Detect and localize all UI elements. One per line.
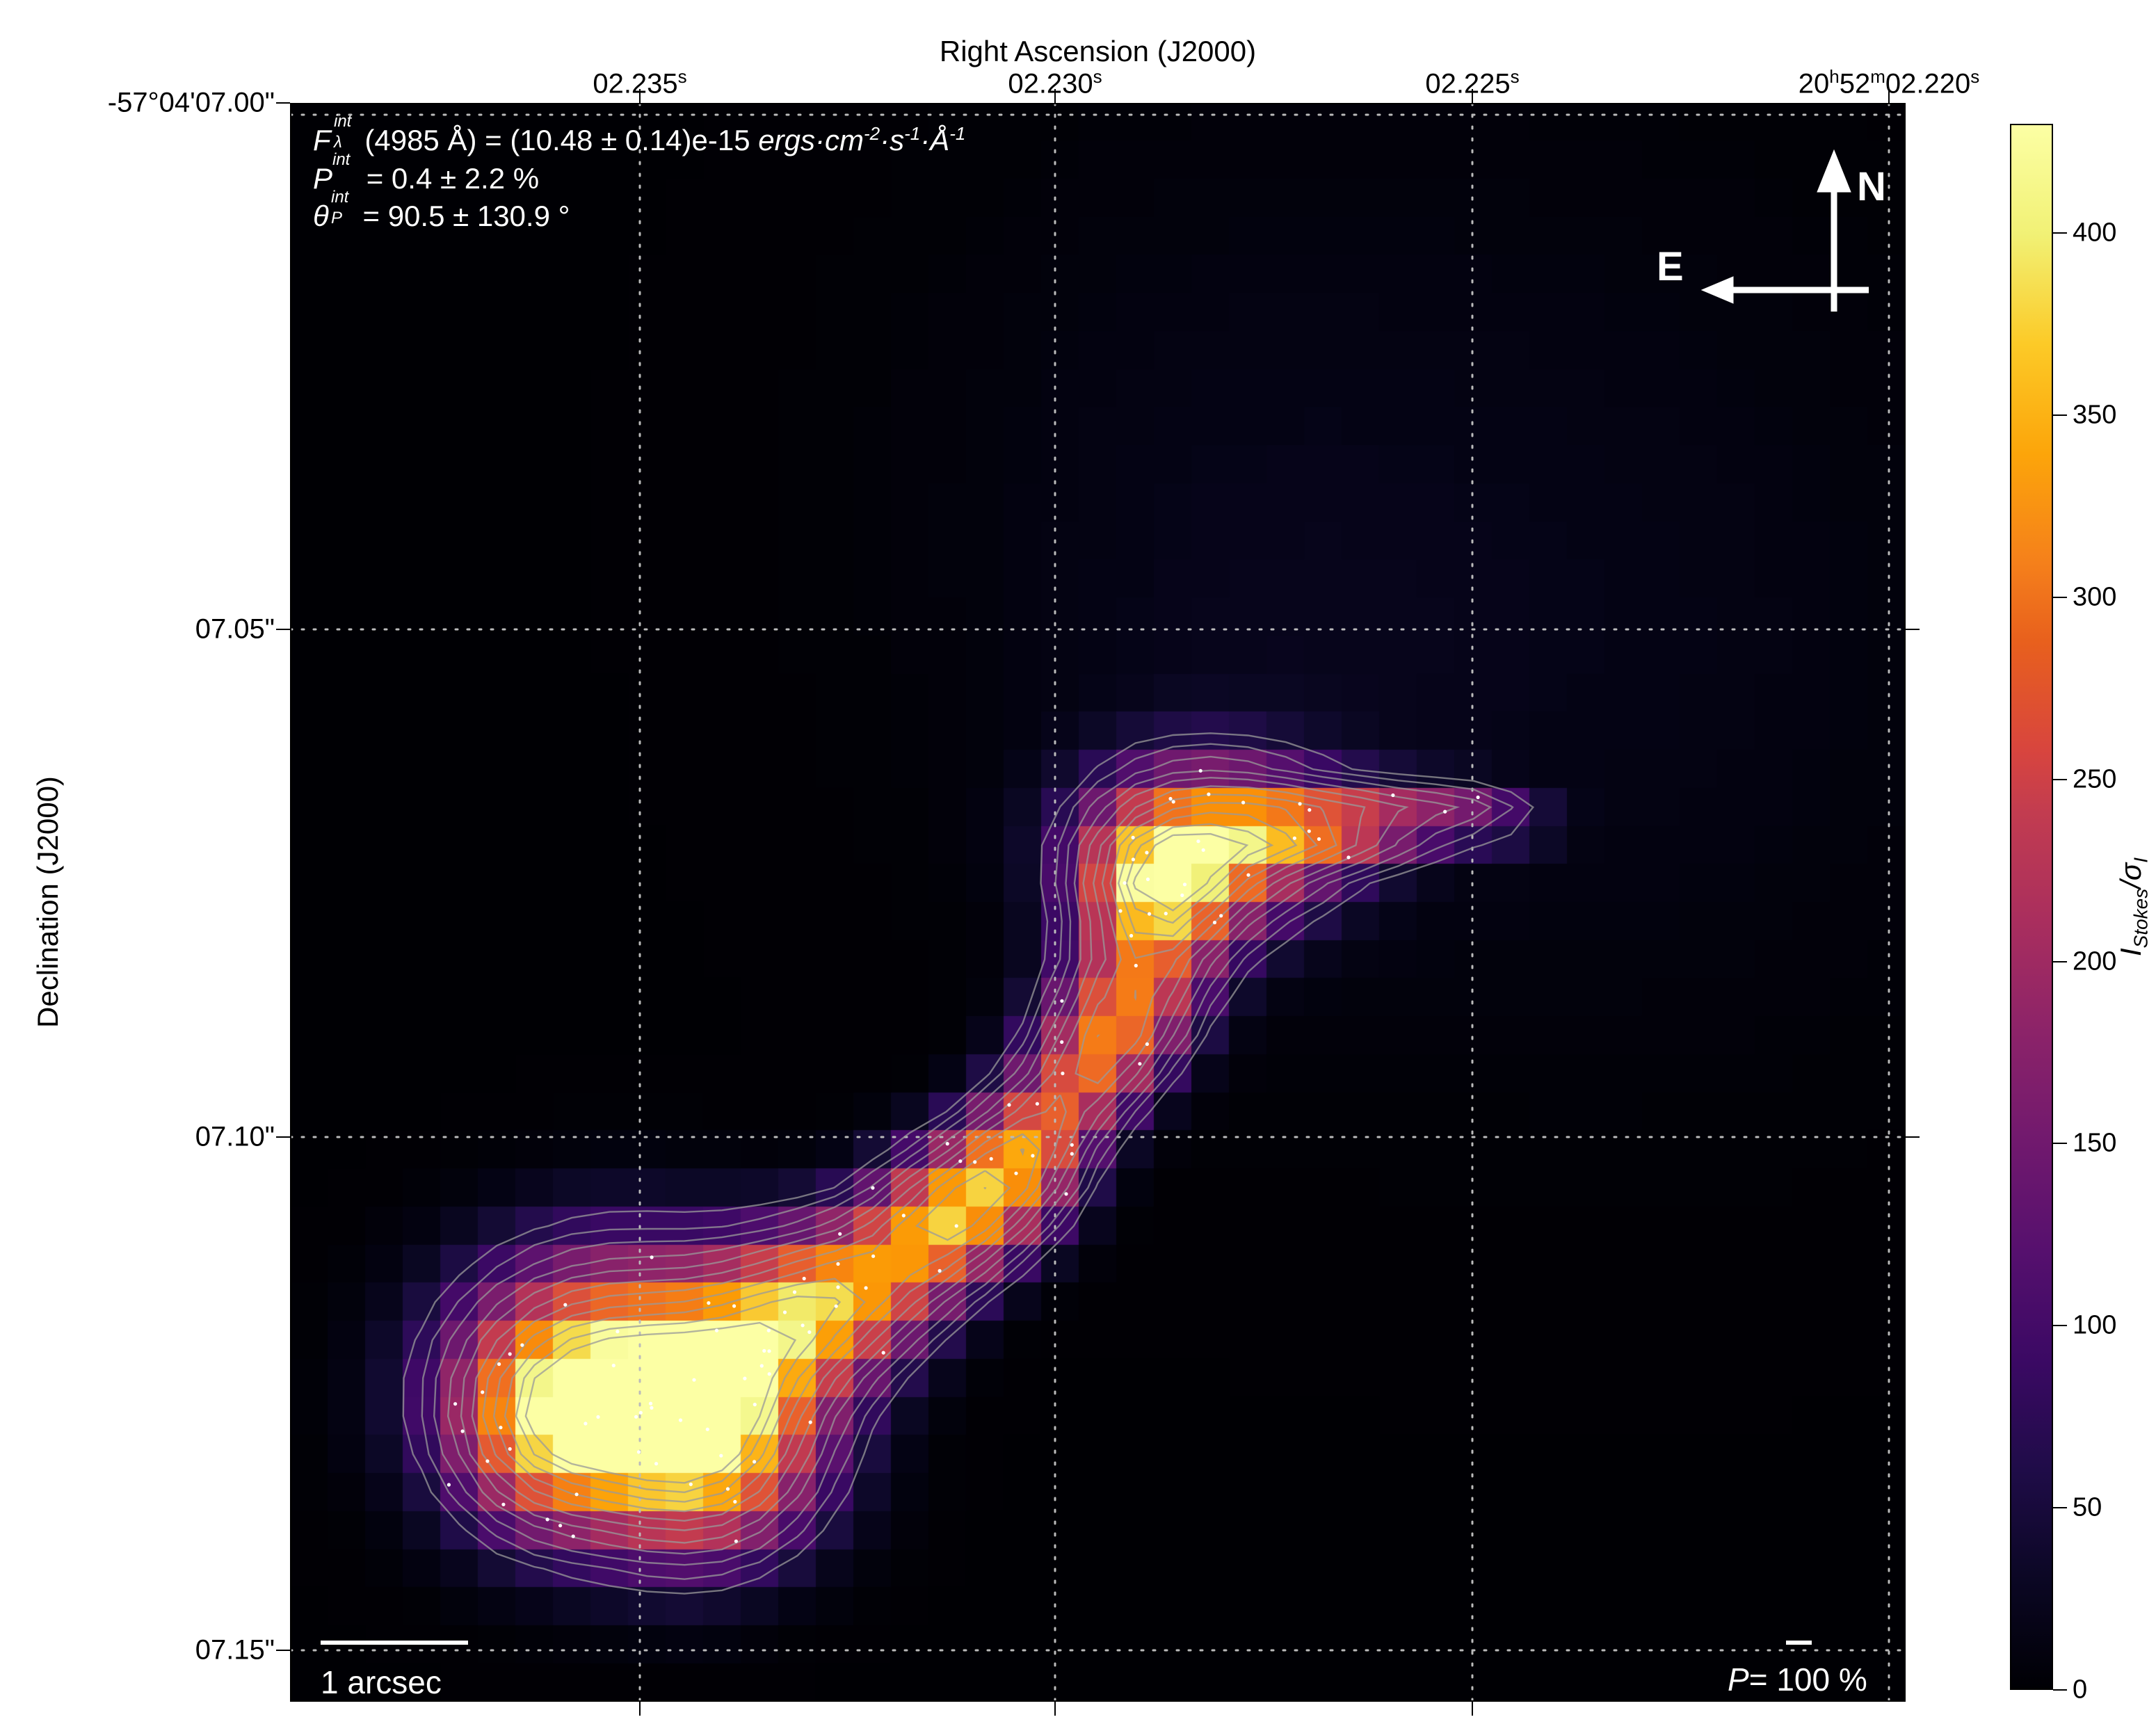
- svg-text:N: N: [1857, 164, 1886, 209]
- svg-text:E: E: [1657, 244, 1684, 289]
